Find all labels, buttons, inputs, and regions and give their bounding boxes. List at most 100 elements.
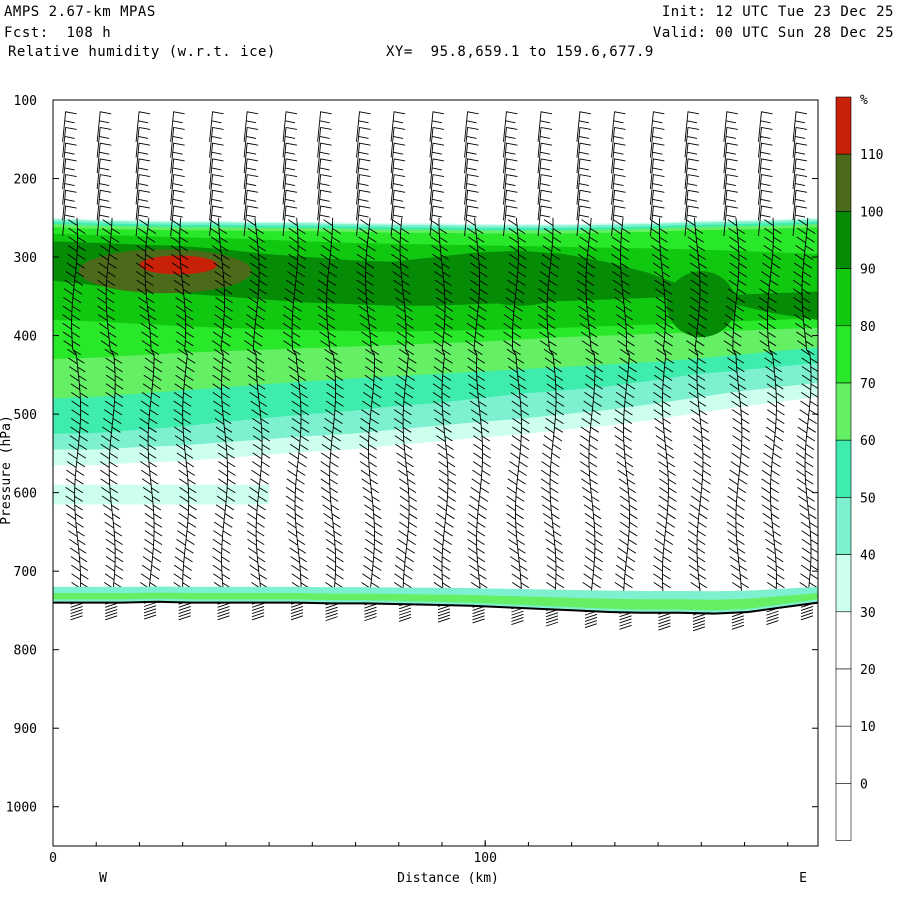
xy-range: XY= 95.8,659.1 to 159.6,677.9 [386, 44, 654, 60]
wind-barb-profile [792, 111, 818, 621]
wind-barbs [684, 111, 712, 632]
colorbar-swatch [835, 668, 852, 727]
colorbar-label: 70 [860, 377, 876, 392]
pressure-axis: 100 200 300 400 500 600 700 800 900 1000 [6, 94, 818, 816]
wind-barbs [170, 111, 197, 621]
rh-low-band [53, 484, 270, 505]
wind-barb-profile [537, 111, 565, 627]
direction-east: E [799, 871, 807, 886]
wind-barb-profile [684, 111, 712, 632]
y-tick-label: 600 [14, 487, 37, 502]
y-tick-label: 100 [14, 94, 37, 109]
wind-barbs [537, 111, 565, 627]
wind-barbs [135, 111, 163, 620]
wind-barbs [96, 111, 124, 621]
colorbar-label: 30 [860, 606, 876, 621]
wind-barb-profile [209, 111, 236, 621]
wind-barb-profile [390, 111, 418, 622]
colorbar-swatch [835, 611, 852, 670]
y-tick-label: 200 [14, 173, 37, 188]
wind-barb-profile [649, 111, 677, 631]
surface-terrain-layer [53, 586, 818, 615]
wind-barbs [611, 111, 638, 630]
colorbar-label: 50 [860, 491, 876, 506]
wind-barbs [209, 111, 236, 621]
humidity-fill-layer [53, 217, 818, 505]
x-axis-label: Distance (km) [397, 871, 499, 886]
wind-barb-profile [170, 111, 197, 621]
init-time: Init: 12 UTC Tue 23 Dec 25 [661, 4, 894, 20]
colorbar-swatch [835, 153, 852, 212]
wind-barbs [792, 111, 818, 621]
colorbar-unit: % [860, 93, 868, 108]
wind-barb-profile [758, 111, 785, 625]
wind-barbs [503, 111, 530, 625]
colorbar-swatch [835, 382, 852, 441]
wind-barbs [390, 111, 418, 622]
y-tick-label: 300 [14, 251, 37, 266]
wind-barb-profile [723, 111, 751, 630]
wind-barb-profile [243, 111, 271, 621]
surface-pressure-line [53, 600, 818, 615]
y-tick-label: 800 [14, 644, 37, 659]
colorbar-label: 100 [860, 205, 883, 220]
colorbar-swatch [835, 96, 852, 155]
field-title: Relative humidity (w.r.t. ice) [8, 44, 276, 60]
wind-barb-profile [282, 111, 310, 621]
colorbar-swatch [835, 268, 852, 327]
y-tick-label: 700 [14, 565, 37, 580]
forecast-hour: Fcst: 108 h [4, 25, 112, 41]
wind-barbs [282, 111, 310, 621]
wind-barbs [429, 111, 457, 623]
colorbar-label: 40 [860, 549, 876, 564]
wind-barb-profile [62, 111, 89, 621]
model-title: AMPS 2.67-km MPAS [4, 4, 156, 20]
wind-barb-profile [429, 111, 457, 623]
wind-barb-profile [503, 111, 530, 625]
colorbar-label: 90 [860, 263, 876, 278]
y-axis-label: Pressure (hPa) [0, 415, 14, 525]
colorbar-swatch [835, 325, 852, 384]
colorbar-swatch [835, 554, 852, 613]
wind-barb-profile [96, 111, 124, 621]
colorbar-label: 60 [860, 434, 876, 449]
wind-barbs [649, 111, 677, 631]
rh-patch-90-100 [467, 255, 572, 306]
colorbar-swatch [835, 497, 852, 555]
wind-barbs [723, 111, 751, 630]
wind-barb-profile [576, 111, 604, 629]
colorbar-swatch [835, 725, 852, 784]
y-tick-label: 500 [14, 408, 37, 423]
wind-barb-profile [464, 111, 491, 624]
wind-barbs [62, 111, 89, 621]
distance-axis: 0 100 [49, 840, 789, 866]
wind-barbs [243, 111, 271, 621]
colorbar-swatch [835, 211, 852, 269]
colorbar-label: 20 [860, 663, 876, 678]
x-tick-label: 100 [473, 851, 496, 866]
wind-barbs [758, 111, 785, 625]
colorbar-label: 10 [860, 720, 876, 735]
direction-west: W [99, 871, 107, 886]
colorbar-label: 110 [860, 148, 883, 163]
colorbar-label: 80 [860, 320, 876, 335]
wind-barb-profile [135, 111, 163, 620]
wind-barbs [356, 111, 383, 622]
y-tick-label: 900 [14, 722, 37, 737]
colorbar-label: 0 [860, 777, 868, 792]
colorbar-swatch [835, 439, 852, 498]
rh-patch-90-100 [666, 271, 736, 338]
colorbar-swatch [835, 783, 852, 841]
wind-barb-layer [62, 111, 818, 632]
valid-time: Valid: 00 UTC Sun 28 Dec 25 [652, 25, 894, 41]
wind-barbs [576, 111, 604, 629]
wind-barbs [464, 111, 491, 624]
y-tick-label: 400 [14, 330, 37, 345]
wind-barb-profile [356, 111, 383, 622]
wind-barb-profile [317, 111, 344, 622]
x-tick-label: 0 [49, 851, 57, 866]
plot-frame [52, 99, 819, 847]
y-tick-label: 1000 [6, 801, 37, 816]
rh-patch->110 [139, 255, 218, 275]
